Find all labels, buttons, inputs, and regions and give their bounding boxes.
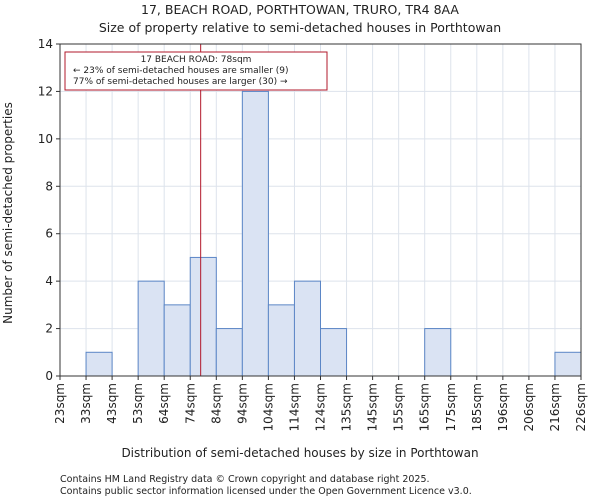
- y-tick-label: 10: [38, 132, 53, 146]
- bar-124sqm: [320, 328, 348, 377]
- x-tick-label: 226sqm: [574, 383, 588, 431]
- y-axis-label: Number of semi-detached properties: [1, 102, 15, 324]
- x-tick-label: 135sqm: [340, 383, 354, 431]
- x-tick-label: 165sqm: [418, 383, 432, 431]
- y-tick-label: 8: [45, 179, 53, 193]
- x-tick-label: 175sqm: [444, 383, 458, 431]
- x-tick-label: 64sqm: [157, 383, 171, 424]
- x-tick-label: 196sqm: [496, 383, 510, 431]
- bar-104sqm: [267, 304, 295, 377]
- annotation-box: 17 BEACH ROAD: 78sqm ← 23% of semi-detac…: [64, 51, 328, 91]
- bar-74sqm: [189, 256, 217, 377]
- footer-line2: Contains public sector information licen…: [60, 486, 472, 497]
- annotation-line1: 17 BEACH ROAD: 78sqm: [141, 55, 252, 65]
- bar-216sqm: [554, 351, 582, 377]
- y-tick-label: 6: [45, 227, 53, 241]
- x-tick-label: 185sqm: [470, 383, 484, 431]
- y-axis-ticks: 0 2 4 6 8 10 12 14: [38, 37, 60, 383]
- x-tick-label: 216sqm: [548, 383, 562, 431]
- x-tick-label: 84sqm: [209, 383, 223, 424]
- bars: [85, 90, 582, 377]
- x-tick-label: 53sqm: [131, 383, 145, 424]
- bar-165sqm: [424, 328, 452, 377]
- annotation-line2: ← 23% of semi-detached houses are smalle…: [73, 66, 289, 76]
- x-tick-label: 94sqm: [235, 383, 249, 424]
- x-tick-label: 33sqm: [79, 383, 93, 424]
- x-tick-label: 155sqm: [392, 383, 406, 431]
- x-axis-label: Distribution of semi-detached houses by …: [121, 446, 478, 460]
- x-axis-ticks: 23sqm 33sqm 43sqm 53sqm 64sqm 74sqm 84sqm 94sqm…: [53, 376, 588, 431]
- bar-64sqm: [163, 304, 191, 377]
- x-tick-label: 145sqm: [366, 383, 380, 431]
- x-tick-label: 23sqm: [53, 383, 67, 424]
- annotation-line3: 77% of semi-detached houses are larger (…: [73, 77, 288, 87]
- bar-84sqm: [215, 328, 243, 377]
- y-tick-label: 0: [45, 369, 53, 383]
- x-tick-label: 124sqm: [314, 383, 328, 431]
- chart-title-line2: Size of property relative to semi-detach…: [99, 20, 501, 35]
- bar-94sqm: [241, 90, 269, 377]
- bar-33sqm: [85, 351, 113, 377]
- x-tick-label: 206sqm: [522, 383, 536, 431]
- footer-line1: Contains HM Land Registry data © Crown c…: [60, 474, 430, 485]
- x-tick-label: 43sqm: [105, 383, 119, 424]
- x-tick-label: 114sqm: [287, 383, 301, 431]
- y-tick-label: 14: [38, 37, 53, 51]
- chart-title-line1: 17, BEACH ROAD, PORTHTOWAN, TRURO, TR4 8…: [141, 2, 459, 17]
- x-tick-label: 74sqm: [183, 383, 197, 424]
- y-tick-label: 4: [45, 274, 53, 288]
- bar-114sqm: [293, 280, 322, 377]
- annotation-frame: [64, 51, 328, 91]
- y-tick-label: 2: [45, 322, 53, 336]
- x-tick-label: 104sqm: [261, 383, 275, 431]
- y-tick-label: 12: [38, 84, 53, 98]
- bar-53sqm: [137, 280, 165, 377]
